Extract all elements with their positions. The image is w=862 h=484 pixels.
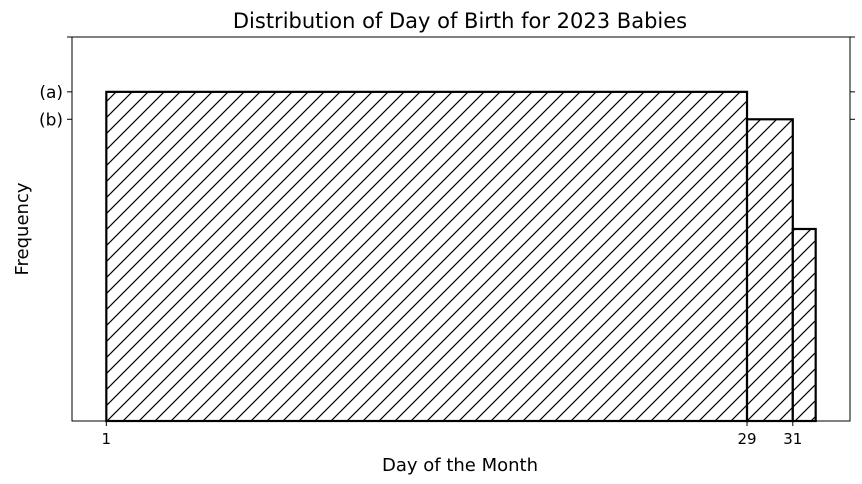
y-ticks-group: (a) (b)	[39, 36, 855, 130]
x-tick-label-1: 1	[102, 430, 112, 448]
x-tick-label-2: 29	[737, 430, 756, 448]
x-tick-label-3: 31	[783, 430, 802, 448]
plot-frame	[71, 36, 851, 422]
y-tick-label-1: (a)	[39, 83, 63, 103]
bar-3	[791, 227, 817, 423]
y-tick-label-2: (b)	[39, 110, 63, 130]
x-axis-label: Day of the Month	[382, 455, 538, 476]
x-ticks-group: 1 29 31	[102, 421, 802, 448]
bar-2	[745, 118, 794, 423]
y-axis-label: Frequency	[12, 182, 33, 275]
chart-title: Distribution of Day of Birth for 2023 Ba…	[233, 9, 687, 33]
bars-group	[105, 90, 817, 423]
bar-1	[105, 90, 749, 423]
